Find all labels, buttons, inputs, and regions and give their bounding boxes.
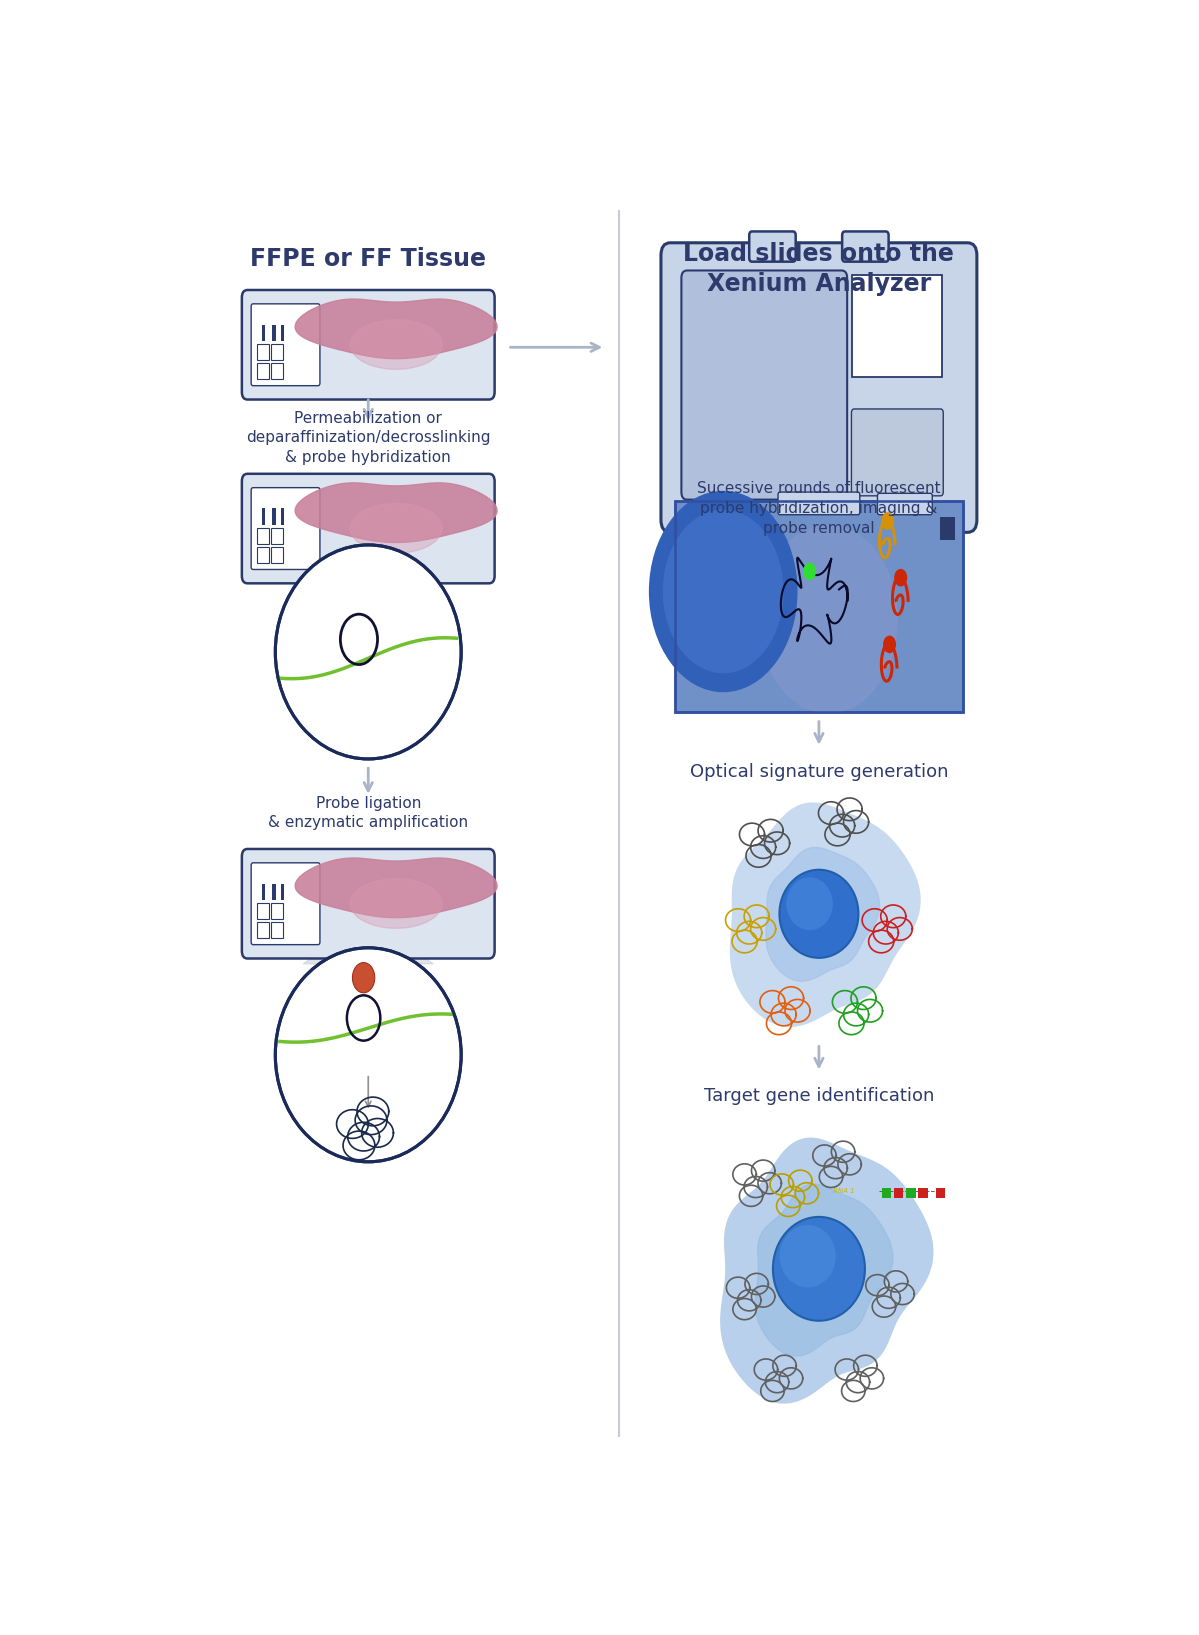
Polygon shape — [295, 482, 498, 543]
Bar — [281, 883, 284, 899]
Bar — [263, 883, 265, 899]
Text: Permeabilization or
deparaffinization/decrosslinking
& probe hybridization: Permeabilization or deparaffinization/de… — [246, 410, 490, 466]
Ellipse shape — [779, 870, 858, 958]
Ellipse shape — [773, 1216, 864, 1321]
Circle shape — [882, 636, 896, 654]
Bar — [257, 343, 269, 360]
Text: Target gene identification: Target gene identification — [704, 1087, 934, 1105]
Polygon shape — [350, 878, 442, 929]
Bar — [263, 508, 265, 525]
FancyBboxPatch shape — [852, 275, 942, 378]
Bar — [257, 922, 269, 938]
Circle shape — [894, 569, 908, 587]
Ellipse shape — [276, 544, 462, 759]
Bar — [894, 1189, 904, 1198]
Text: Probe ligation
& enzymatic amplification: Probe ligation & enzymatic amplification — [269, 796, 469, 831]
Bar — [281, 508, 284, 525]
Ellipse shape — [779, 1225, 836, 1287]
Bar — [675, 500, 963, 713]
Polygon shape — [721, 1138, 933, 1403]
Bar — [675, 500, 963, 713]
Bar — [263, 325, 265, 342]
Text: Optical signature generation: Optical signature generation — [689, 762, 948, 780]
FancyBboxPatch shape — [251, 487, 320, 569]
Circle shape — [803, 562, 817, 580]
Polygon shape — [303, 952, 433, 965]
FancyBboxPatch shape — [851, 409, 944, 495]
Polygon shape — [755, 1184, 893, 1355]
Text: FFPE or FF Tissue: FFPE or FF Tissue — [251, 247, 487, 271]
Bar — [271, 546, 283, 562]
Bar — [272, 883, 276, 899]
FancyBboxPatch shape — [251, 863, 320, 945]
Bar — [257, 903, 269, 919]
Text: RNA 1: RNA 1 — [833, 1187, 855, 1194]
Bar — [906, 1189, 916, 1198]
FancyBboxPatch shape — [251, 304, 320, 386]
FancyBboxPatch shape — [842, 232, 888, 262]
Bar — [681, 517, 697, 540]
Bar — [281, 325, 284, 342]
Bar — [257, 363, 269, 379]
Bar — [271, 363, 283, 379]
Text: Sucessive rounds of fluorescent
probe hybridization, imaging &
probe removal: Sucessive rounds of fluorescent probe hy… — [697, 481, 941, 536]
Polygon shape — [350, 504, 442, 553]
FancyBboxPatch shape — [242, 474, 495, 584]
Bar — [271, 343, 283, 360]
Bar — [882, 1189, 891, 1198]
Bar — [940, 517, 954, 540]
Bar — [272, 325, 276, 342]
Bar — [271, 922, 283, 938]
Polygon shape — [303, 561, 433, 576]
Polygon shape — [295, 299, 498, 358]
Bar — [257, 528, 269, 544]
Ellipse shape — [276, 948, 462, 1162]
FancyBboxPatch shape — [878, 494, 933, 515]
FancyBboxPatch shape — [242, 289, 495, 399]
Circle shape — [353, 963, 375, 992]
Bar — [936, 1189, 945, 1198]
Circle shape — [759, 525, 898, 713]
FancyBboxPatch shape — [778, 492, 860, 515]
Polygon shape — [730, 803, 920, 1027]
FancyBboxPatch shape — [681, 270, 848, 500]
Circle shape — [663, 510, 784, 674]
Circle shape — [649, 490, 797, 692]
Polygon shape — [766, 847, 880, 981]
Bar — [272, 508, 276, 525]
Polygon shape — [350, 320, 442, 370]
Bar — [918, 1189, 928, 1198]
Text: Load slides onto the
Xenium Analyzer: Load slides onto the Xenium Analyzer — [683, 242, 954, 296]
FancyBboxPatch shape — [661, 242, 977, 533]
FancyBboxPatch shape — [242, 849, 495, 958]
Bar — [271, 903, 283, 919]
Bar — [271, 528, 283, 544]
Polygon shape — [295, 858, 498, 917]
Ellipse shape — [787, 878, 833, 930]
FancyBboxPatch shape — [749, 232, 796, 262]
Circle shape — [881, 512, 894, 530]
Bar — [257, 546, 269, 562]
